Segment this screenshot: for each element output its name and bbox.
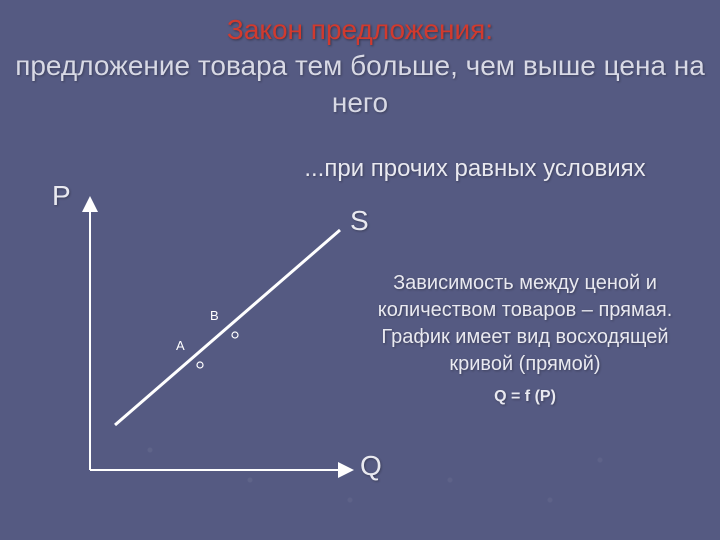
slide-title-block: Закон предложения: предложение товара те… — [0, 12, 720, 121]
formula-text: Q = f (P) — [350, 388, 700, 406]
slide: Закон предложения: предложение товара те… — [0, 0, 720, 540]
supply-line — [115, 230, 340, 425]
description-text: Зависимость между ценой и количеством то… — [350, 270, 700, 378]
supply-chart — [60, 190, 380, 490]
point-b — [232, 332, 238, 338]
ceteris-paribus-text: ...при прочих равных условиях — [250, 155, 700, 183]
title-red: Закон предложения: — [227, 14, 493, 45]
title-subtitle: предложение товара тем больше, чем выше … — [15, 50, 705, 117]
point-a — [197, 362, 203, 368]
